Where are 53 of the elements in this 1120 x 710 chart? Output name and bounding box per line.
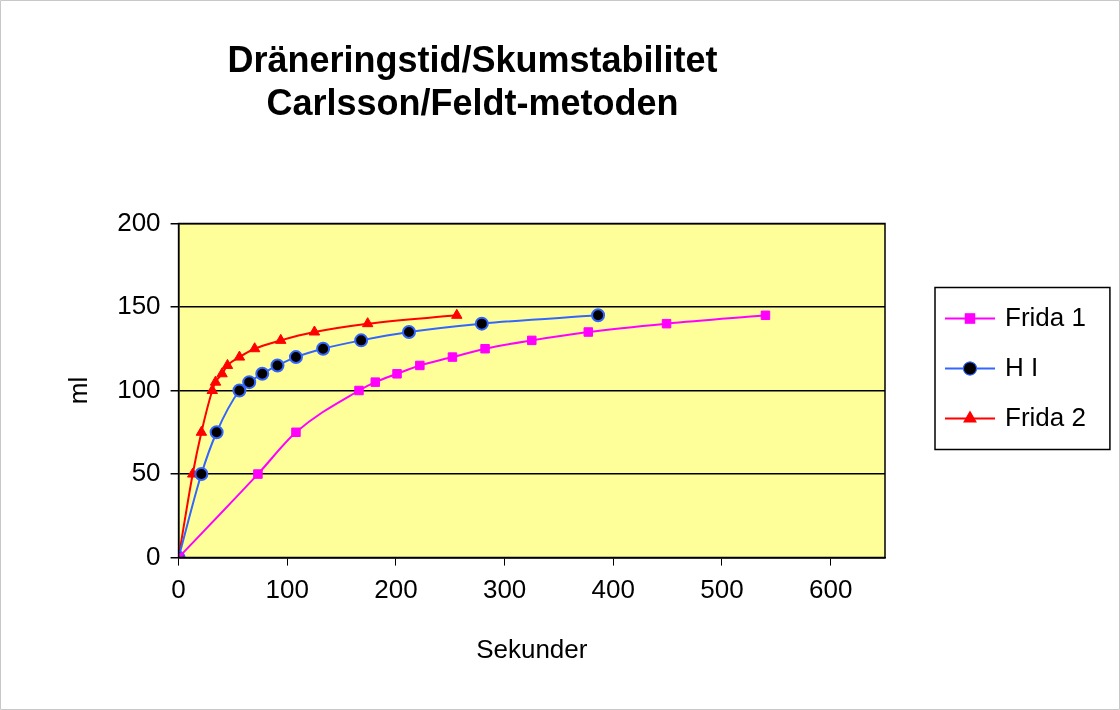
point	[216, 367, 228, 378]
point	[232, 383, 247, 398]
point	[661, 318, 672, 329]
point	[275, 333, 287, 344]
y-axis-title: ml	[62, 376, 93, 405]
x-tick-label: 500	[700, 574, 744, 605]
point	[233, 350, 246, 361]
point	[209, 375, 222, 386]
point	[209, 425, 224, 440]
y-tick-label: 150	[117, 290, 161, 321]
point	[255, 366, 270, 381]
point	[221, 358, 234, 369]
x-tick-label: 100	[265, 574, 309, 605]
point	[195, 425, 208, 436]
point	[308, 325, 321, 336]
point	[760, 310, 771, 321]
legend-label: Frida 2	[1005, 401, 1086, 432]
point	[474, 316, 489, 331]
point	[316, 341, 331, 356]
legend-label: H I	[1005, 351, 1039, 382]
x-tick-label: 400	[591, 574, 635, 605]
point	[401, 325, 416, 340]
chart-title: Dräneringstid/Skumstabilitet Carlsson/Feldt-metoden	[227, 38, 718, 123]
point	[194, 467, 209, 482]
point	[206, 384, 218, 394]
y-tick-label: 100	[117, 373, 161, 404]
point	[361, 317, 374, 328]
point	[591, 308, 606, 323]
y-tick-label: 200	[117, 206, 161, 237]
point	[451, 308, 463, 319]
point	[253, 469, 263, 479]
x-tick-label: 600	[808, 574, 853, 605]
point	[242, 375, 257, 390]
point	[291, 427, 301, 438]
x-tick-label: 0	[171, 574, 186, 605]
y-tick-label: 0	[146, 540, 161, 571]
point	[480, 343, 490, 354]
point	[270, 358, 285, 373]
point	[248, 342, 261, 353]
legend-label: Frida 1	[1005, 301, 1086, 332]
point	[583, 327, 594, 337]
point	[392, 369, 402, 379]
point	[370, 377, 381, 387]
point	[354, 333, 369, 348]
x-tick-label: 300	[482, 574, 527, 605]
y-tick-label: 50	[131, 457, 161, 488]
point	[354, 385, 364, 396]
point	[415, 360, 425, 371]
point	[527, 335, 537, 346]
x-axis-title: Sekunder	[476, 633, 588, 664]
point	[288, 350, 303, 365]
point	[447, 352, 458, 362]
x-tick-label: 200	[374, 574, 418, 605]
